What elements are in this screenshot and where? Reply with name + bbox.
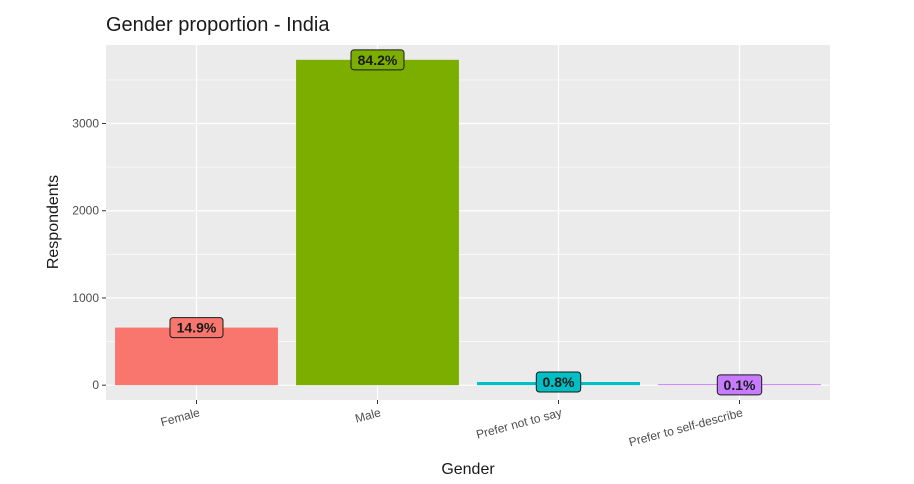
data-label-box <box>535 371 582 393</box>
bars <box>115 59 821 386</box>
bar <box>296 59 459 386</box>
x-tick-label: Male <box>354 405 383 425</box>
x-tick-label: Prefer to self-describe <box>627 405 744 449</box>
y-tick-label: 0 <box>92 378 99 392</box>
data-label-box <box>169 317 224 339</box>
y-tick-label: 3000 <box>72 117 99 131</box>
y-tick-label: 2000 <box>72 204 99 218</box>
x-tick-label: Female <box>159 405 202 429</box>
x-axis-title: Gender <box>441 461 495 478</box>
data-label-box <box>350 49 405 71</box>
data-labels: 14.9% 84.2% 0.8% 0.1% <box>169 49 763 396</box>
y-axis: 0 1000 2000 3000 <box>72 117 106 392</box>
x-tick-label: Prefer not to say <box>475 405 564 441</box>
data-label: 0.1% <box>716 374 763 396</box>
data-label-text: 0.1% <box>724 377 756 393</box>
data-label-box <box>716 374 763 396</box>
chart-title: Gender proportion - India <box>106 14 330 36</box>
data-label-text: 14.9% <box>177 320 217 336</box>
data-label-text: 84.2% <box>358 52 398 68</box>
data-label: 84.2% <box>350 49 405 71</box>
y-tick-label: 1000 <box>72 291 99 305</box>
y-axis-title: Respondents <box>45 175 62 269</box>
data-label: 14.9% <box>169 317 224 339</box>
data-label-text: 0.8% <box>543 374 575 390</box>
data-label: 0.8% <box>535 371 582 393</box>
x-axis: Female Male Prefer not to say Prefer to sel… <box>159 400 745 449</box>
